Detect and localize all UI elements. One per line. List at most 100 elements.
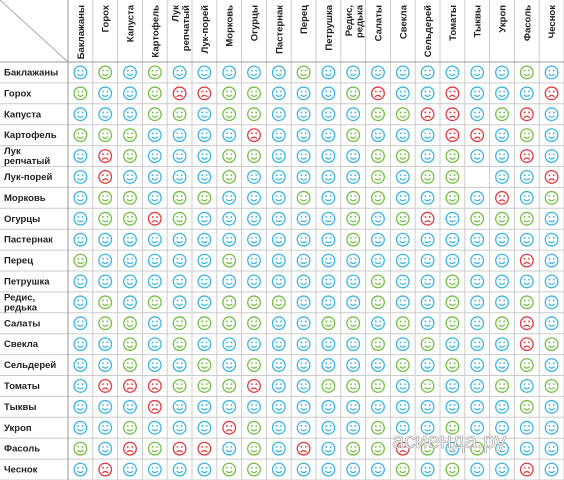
smiley-face: [470, 462, 485, 477]
smiley-mouth: [126, 324, 134, 327]
smiley-eye: [552, 216, 555, 218]
smiley-mouth: [126, 94, 134, 97]
smiley-mouth: [399, 366, 407, 369]
smiley: [395, 107, 410, 122]
smiley-mouth: [523, 73, 531, 77]
smiley-eye: [102, 278, 104, 281]
smiley-face: [519, 107, 534, 122]
smiley-eye: [180, 299, 183, 302]
smiley-eye: [126, 69, 129, 72]
smiley-eye: [131, 111, 134, 114]
smiley-face: [495, 65, 509, 80]
smiley-mouth: [349, 407, 357, 411]
smiley-eye: [176, 278, 179, 281]
smiley-mouth: [374, 136, 382, 139]
smiley-eye: [399, 320, 402, 323]
smiley: [371, 232, 385, 247]
smiley-mouth: [548, 73, 556, 77]
smiley-mouth: [548, 324, 556, 327]
smiley-mouth: [448, 94, 456, 98]
smiley-face: [346, 358, 361, 372]
smiley-eye: [453, 445, 456, 448]
smiley-face: [123, 232, 137, 247]
smiley-eye: [548, 174, 551, 177]
smiley-mouth: [250, 366, 258, 369]
smiley-mouth: [424, 345, 432, 348]
smiley-eye: [226, 383, 228, 386]
smiley: [371, 295, 385, 310]
smiley-mouth: [548, 345, 556, 348]
smiley-mouth: [151, 303, 159, 306]
smiley: [395, 253, 410, 268]
smiley-eye: [354, 111, 357, 114]
smiley-mouth: [374, 157, 382, 160]
smiley-mouth: [324, 282, 332, 286]
smiley-face: [495, 253, 509, 268]
smiley-face: [147, 128, 162, 143]
smiley-mouth: [548, 178, 556, 181]
smiley-eye: [201, 69, 204, 72]
smiley-eye: [280, 216, 282, 218]
smiley-eye: [453, 383, 456, 386]
smiley-eye: [528, 111, 530, 114]
smiley-eye: [449, 153, 452, 156]
smiley-mouth: [324, 407, 332, 411]
smiley-mouth: [76, 198, 84, 202]
smiley-eye: [180, 404, 183, 406]
smiley-eye: [156, 425, 158, 427]
smiley-eye: [424, 153, 427, 156]
smiley-eye: [478, 111, 481, 114]
smiley-eye: [552, 341, 555, 344]
smiley-face: [98, 295, 113, 310]
smiley: [395, 441, 410, 456]
smiley: [346, 358, 361, 372]
smiley-eye: [523, 320, 526, 323]
smiley: [172, 211, 187, 226]
smiley-eye: [176, 216, 179, 218]
smiley-mouth: [176, 73, 184, 77]
smiley-eye: [230, 90, 233, 93]
smiley-mouth: [275, 94, 283, 97]
smiley-eye: [350, 278, 352, 281]
smiley-mouth: [523, 178, 531, 181]
smiley-eye: [478, 195, 481, 197]
smiley-eye: [474, 257, 476, 260]
smiley-mouth: [151, 198, 159, 202]
smiley: [544, 462, 559, 477]
smiley-eye: [176, 236, 179, 239]
smiley: [147, 169, 162, 184]
smiley: [395, 232, 410, 247]
smiley-face: [321, 379, 336, 393]
smiley-eye: [275, 320, 278, 323]
smiley-face: [222, 253, 237, 268]
smiley-eye: [205, 69, 208, 72]
smiley-eye: [131, 257, 134, 260]
row-header: Томаты: [4, 380, 40, 391]
smiley-eye: [255, 445, 258, 448]
smiley: [371, 441, 385, 456]
smiley-eye: [503, 236, 506, 239]
smiley-eye: [131, 236, 134, 239]
smiley-mouth: [498, 94, 506, 97]
smiley-eye: [156, 153, 158, 156]
smiley: [247, 253, 261, 268]
smiley: [420, 358, 435, 372]
smiley-eye: [498, 299, 501, 302]
smiley: [123, 169, 137, 184]
smiley-mouth: [548, 240, 556, 244]
smiley: [495, 149, 509, 164]
smiley-eye: [77, 341, 80, 344]
smiley-eye: [329, 278, 332, 281]
smiley-face: [247, 441, 261, 456]
smiley-face: [247, 65, 261, 80]
smiley-eye: [329, 69, 332, 72]
smiley-eye: [201, 153, 204, 156]
smiley-eye: [205, 425, 208, 427]
smiley-mouth: [76, 407, 84, 411]
smiley-eye: [230, 153, 233, 156]
smiley-mouth: [275, 428, 283, 432]
smiley-eye: [399, 153, 402, 156]
smiley-mouth: [548, 449, 556, 453]
smiley-eye: [205, 111, 208, 114]
smiley-face: [395, 295, 410, 310]
